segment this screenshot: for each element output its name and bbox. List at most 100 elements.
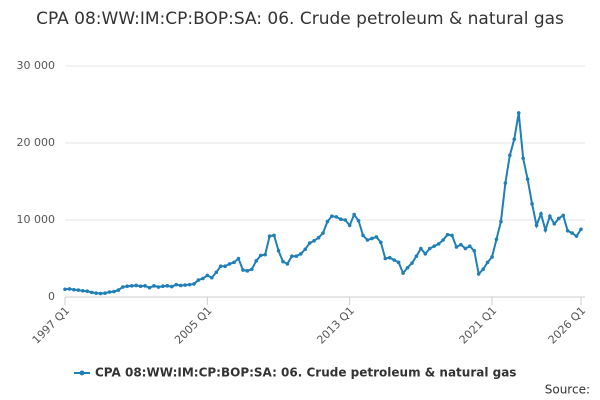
data-point <box>370 236 374 241</box>
data-point <box>183 283 187 287</box>
data-point <box>499 219 503 224</box>
data-point <box>565 228 570 233</box>
data-point <box>427 246 432 251</box>
data-point <box>267 234 272 238</box>
data-point <box>258 253 263 258</box>
x-tick-label: 1997 Q1 <box>30 304 73 347</box>
data-point <box>325 219 330 224</box>
data-point <box>392 258 396 262</box>
data-point <box>187 282 192 287</box>
legend-marker <box>79 370 85 376</box>
data-point <box>508 153 512 158</box>
data-point <box>561 213 566 218</box>
data-point <box>410 261 414 265</box>
data-point <box>543 228 548 232</box>
data-point <box>574 234 579 238</box>
data-point <box>169 284 174 289</box>
data-point <box>552 222 557 226</box>
data-point <box>85 289 90 294</box>
data-point <box>94 291 98 295</box>
data-point <box>63 287 67 292</box>
data-point <box>281 259 285 264</box>
data-point <box>209 275 214 280</box>
data-point <box>321 231 325 235</box>
data-point <box>72 287 76 292</box>
data-point <box>423 252 428 256</box>
data-point <box>290 254 294 258</box>
data-point <box>387 255 392 260</box>
data-point <box>272 233 276 238</box>
data-point <box>232 260 236 265</box>
data-point <box>441 238 445 242</box>
data-point <box>356 218 361 223</box>
data-point <box>521 156 525 161</box>
data-point <box>374 235 379 239</box>
data-point <box>343 218 348 222</box>
data-point <box>556 216 561 221</box>
data-point <box>338 217 343 222</box>
data-point <box>579 227 583 232</box>
data-point <box>294 254 299 258</box>
data-point <box>432 244 437 248</box>
data-point <box>463 246 468 251</box>
data-point <box>134 283 138 288</box>
data-point <box>481 267 485 272</box>
data-point <box>227 262 232 266</box>
data-point <box>539 212 543 216</box>
data-point <box>89 290 94 295</box>
data-point <box>512 137 517 141</box>
data-point <box>125 284 130 289</box>
data-point <box>459 242 463 247</box>
data-point <box>436 242 441 246</box>
data-point <box>307 241 312 245</box>
data-point <box>205 273 210 278</box>
data-point <box>330 214 334 218</box>
data-point <box>365 238 370 242</box>
data-point <box>250 267 254 272</box>
data-point <box>107 290 112 294</box>
data-point <box>254 259 259 263</box>
data-point <box>196 278 201 282</box>
data-point <box>138 284 143 289</box>
data-point <box>174 282 179 287</box>
data-point <box>516 111 521 115</box>
data-point <box>476 272 481 276</box>
data-point <box>379 240 383 245</box>
data-point <box>121 285 125 289</box>
data-point <box>401 271 405 275</box>
data-point <box>80 289 85 293</box>
data-point <box>472 249 477 253</box>
data-point <box>263 252 267 257</box>
data-point <box>419 246 423 251</box>
x-tick-label: 2026 Q1 <box>546 304 589 347</box>
data-point <box>147 285 152 290</box>
data-point <box>178 283 183 288</box>
series-line <box>64 112 582 295</box>
data-point <box>245 269 250 273</box>
x-tick-label: 2005 Q1 <box>172 304 215 347</box>
data-point <box>414 254 419 258</box>
y-tick-label: 0 <box>48 290 55 303</box>
legend-label: CPA 08:WW:IM:CP:BOP:SA: 06. Crude petrol… <box>95 366 516 380</box>
chart-title: CPA 08:WW:IM:CP:BOP:SA: 06. Crude petrol… <box>36 9 564 29</box>
data-point <box>548 214 552 218</box>
data-point <box>485 260 490 265</box>
data-point <box>165 284 170 288</box>
data-point <box>116 288 121 292</box>
data-point <box>334 215 339 219</box>
data-point <box>525 177 530 181</box>
data-point <box>490 255 494 259</box>
data-point <box>67 287 72 291</box>
data-point <box>570 231 574 235</box>
data-point <box>161 284 165 289</box>
data-point <box>223 264 227 269</box>
data-point <box>156 285 161 289</box>
y-tick-label: 10 000 <box>17 213 56 226</box>
data-point <box>112 289 116 294</box>
data-point <box>361 233 365 238</box>
data-point <box>454 245 459 249</box>
data-point <box>494 237 499 242</box>
data-point <box>383 256 388 261</box>
data-point <box>129 284 134 288</box>
data-point <box>103 291 107 295</box>
